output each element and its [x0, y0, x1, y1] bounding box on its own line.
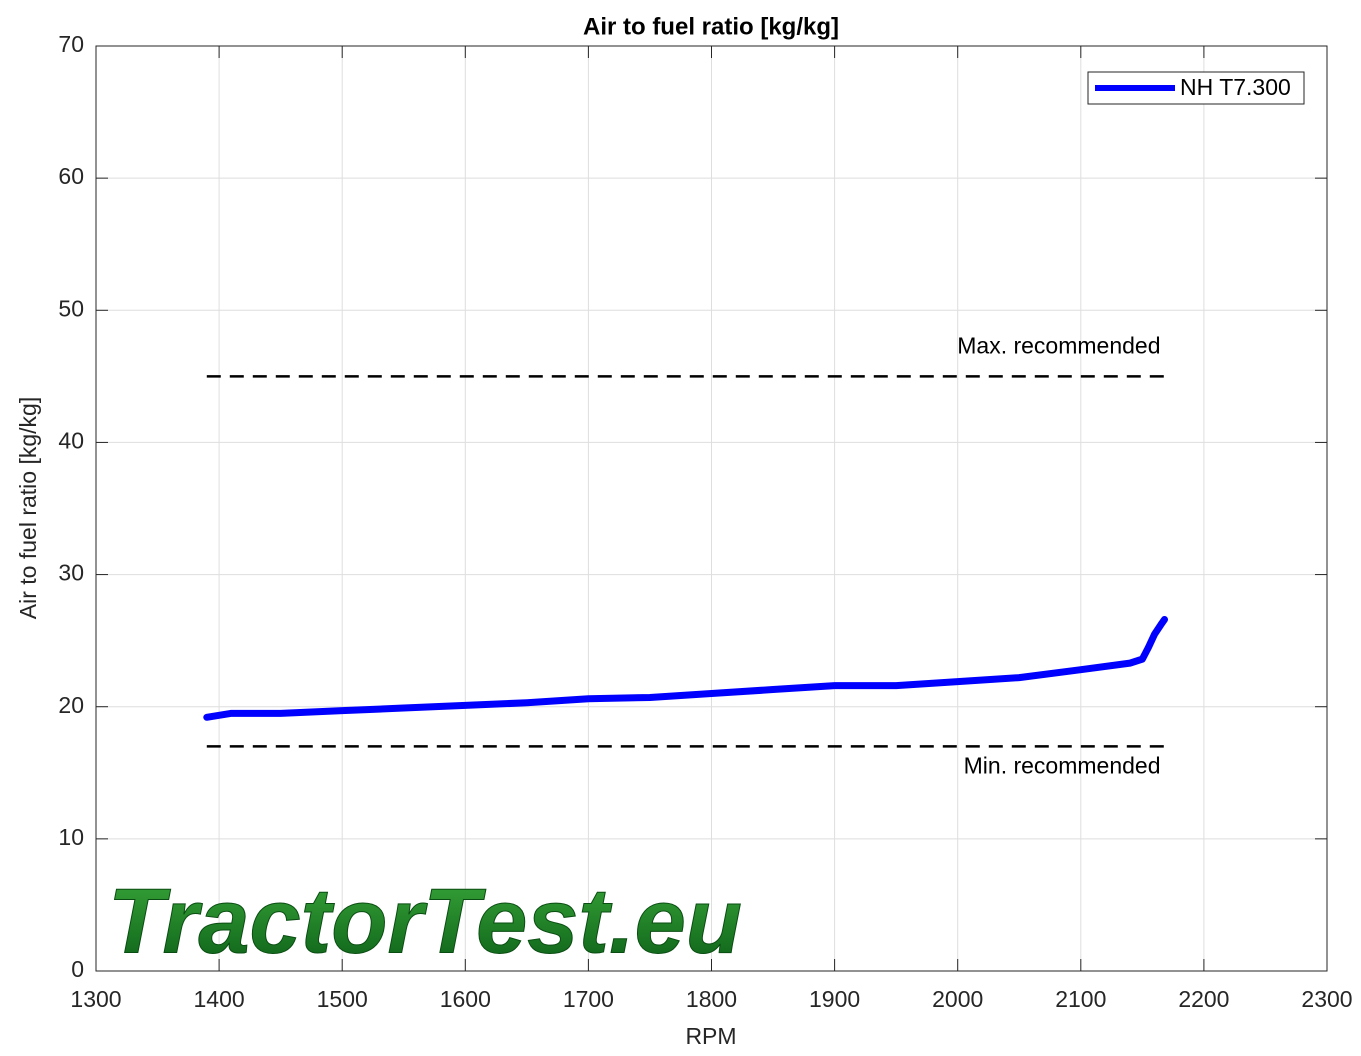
y-tick-label: 60 [58, 163, 84, 189]
y-tick-label: 10 [58, 824, 84, 850]
plot-frame [95, 45, 1328, 972]
x-tick-label: 2100 [1055, 986, 1106, 1012]
y-axis-label: Air to fuel ratio [kg/kg] [15, 397, 41, 619]
reference-label: Min. recommended [964, 752, 1161, 778]
x-tick-label: 1400 [194, 986, 245, 1012]
watermark: TractorTest.eu [108, 870, 742, 972]
x-tick-label: 2200 [1178, 986, 1229, 1012]
legend-label: NH T7.300 [1180, 74, 1291, 100]
y-tick-label: 70 [58, 31, 84, 57]
x-tick-label: 2000 [932, 986, 983, 1012]
reference-label: Max. recommended [957, 332, 1160, 358]
x-axis-label: RPM [685, 1023, 736, 1049]
series-line [203, 616, 1169, 721]
x-tick-label: 1300 [70, 986, 121, 1012]
x-tick-label: 1700 [563, 986, 614, 1012]
x-tick-label: 2300 [1301, 986, 1352, 1012]
x-tick-label: 1800 [686, 986, 737, 1012]
y-tick-label: 20 [58, 692, 84, 718]
chart-title: Air to fuel ratio [kg/kg] [583, 13, 839, 40]
x-tick-label: 1900 [809, 986, 860, 1012]
x-tick-label: 1600 [440, 986, 491, 1012]
x-tick-label: 1500 [317, 986, 368, 1012]
y-tick-label: 30 [58, 560, 84, 586]
y-tick-label: 40 [58, 428, 84, 454]
y-tick-label: 0 [71, 956, 84, 982]
y-tick-label: 50 [58, 295, 84, 321]
